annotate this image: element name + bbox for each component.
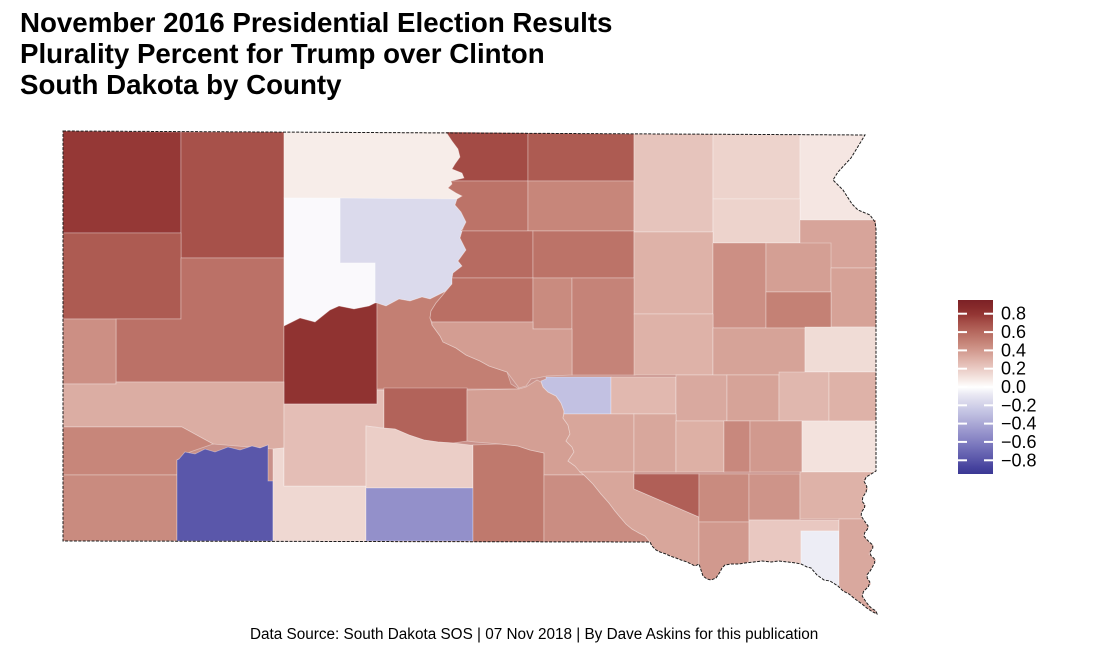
svg-text:−0.8: −0.8 bbox=[1001, 450, 1037, 470]
svg-text:−0.2: −0.2 bbox=[1001, 395, 1037, 415]
svg-text:0.2: 0.2 bbox=[1001, 359, 1026, 379]
svg-text:0.0: 0.0 bbox=[1001, 377, 1026, 397]
svg-text:−0.6: −0.6 bbox=[1001, 432, 1037, 452]
svg-text:0.6: 0.6 bbox=[1001, 322, 1026, 342]
svg-text:0.8: 0.8 bbox=[1001, 304, 1026, 324]
svg-text:0.4: 0.4 bbox=[1001, 340, 1026, 360]
svg-text:−0.4: −0.4 bbox=[1001, 414, 1037, 434]
